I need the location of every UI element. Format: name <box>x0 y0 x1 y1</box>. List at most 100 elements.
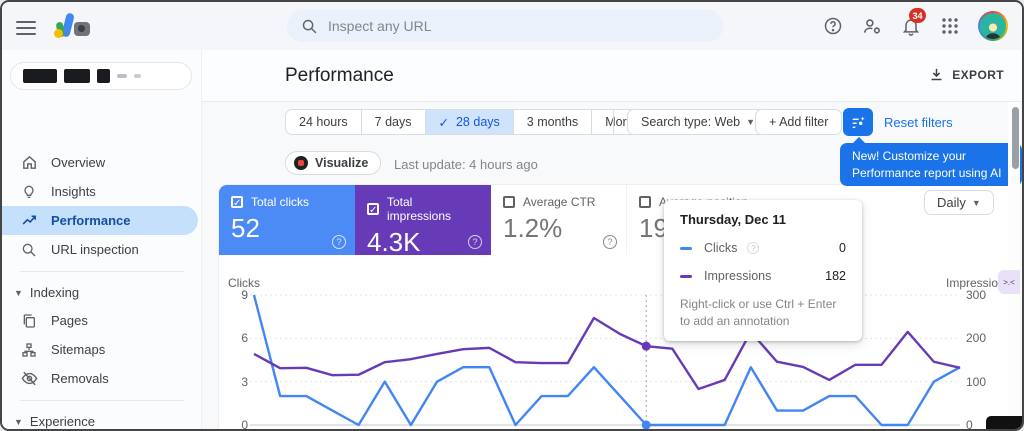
range-28-days[interactable]: ✓ 28 days <box>425 110 514 134</box>
help-icon[interactable] <box>822 15 844 37</box>
eye-off-icon <box>20 370 38 388</box>
checkbox-unchecked-icon[interactable] <box>503 196 515 208</box>
customize-report-ai-button[interactable] <box>843 108 873 136</box>
sidebar-item-performance[interactable]: Performance <box>2 206 198 235</box>
sidebar-item-label: Insights <box>51 184 96 199</box>
visualize-logo-icon <box>294 156 308 170</box>
tooltip-impressions-value: 182 <box>825 269 846 283</box>
check-icon: ✓ <box>438 115 449 130</box>
sidebar-item-label: Overview <box>51 155 106 170</box>
left-axis-title: Clicks <box>228 276 260 290</box>
pages-icon <box>20 312 38 330</box>
sidebar-item-label: URL inspection <box>51 242 139 257</box>
sitemap-tree-icon <box>20 341 38 359</box>
filter-divider <box>613 109 614 135</box>
sidebar-item-insights[interactable]: Insights <box>2 177 202 206</box>
sidebar-section-indexing[interactable]: ▼ Indexing <box>2 279 202 306</box>
account-avatar[interactable] <box>978 11 1008 41</box>
search-console-logo[interactable] <box>54 10 104 42</box>
visualize-button[interactable]: Visualize <box>285 151 382 175</box>
user-settings-icon[interactable] <box>861 15 883 37</box>
annotation-hint-text: Right-click or use Ctrl + Enter to add a… <box>680 297 837 328</box>
top-app-bar: Inspect any URL 34 <box>2 2 1022 50</box>
sidebar-item-label: Removals <box>51 371 109 386</box>
section-label: Indexing <box>29 285 80 300</box>
collapse-triangle-icon: ▼ <box>14 416 23 427</box>
date-range-segmented-control: 24 hours 7 days ✓ 28 days 3 months More▼ <box>285 109 663 135</box>
scrollbar-track[interactable] <box>1008 102 1020 429</box>
help-circle-icon[interactable]: ? <box>603 235 617 249</box>
sidebar-item-label: Pages <box>51 313 88 328</box>
metric-value: 4.3K <box>367 227 421 257</box>
metric-label: Total impressions <box>387 195 452 223</box>
impressions-series-swatch <box>680 274 692 278</box>
sidebar-item-overview[interactable]: Overview <box>2 148 202 177</box>
last-update-text: Last update: 4 hours ago <box>394 157 538 172</box>
add-filter-button[interactable]: + Add filter <box>755 109 843 135</box>
magnifier-icon <box>20 241 38 259</box>
menu-icon[interactable] <box>16 17 36 35</box>
page-header: Performance EXPORT <box>202 50 1022 102</box>
metric-label: Total clicks <box>251 195 310 209</box>
notifications-bell-icon[interactable]: 34 <box>900 8 926 37</box>
range-24-hours[interactable]: 24 hours <box>286 110 362 134</box>
checkbox-unchecked-icon[interactable] <box>639 196 651 208</box>
ai-feature-banner[interactable]: New! Customize your Performance report u… <box>840 137 1022 186</box>
screen-corner-overlay <box>986 416 1022 429</box>
clicks-series-swatch <box>680 246 692 250</box>
search-icon <box>301 18 318 35</box>
help-circle-icon: ? <box>747 242 760 254</box>
help-circle-icon[interactable]: ? <box>332 235 346 249</box>
section-label: Experience <box>29 414 95 429</box>
trending-up-icon <box>20 212 38 230</box>
right-axis-title: Impressions <box>946 276 1011 290</box>
checkbox-checked-icon[interactable]: ✓ <box>231 196 243 209</box>
sidebar-divider <box>20 400 184 401</box>
banner-line1: New! Customize your <box>852 149 967 163</box>
chevron-down-icon: ▼ <box>746 117 756 127</box>
redacted-property-text <box>23 69 57 83</box>
tooltip-clicks-value: 0 <box>839 241 846 255</box>
metric-value: 1.2% <box>503 213 563 243</box>
range-3-months[interactable]: 3 months <box>514 110 593 134</box>
page-title: Performance <box>285 65 394 86</box>
sidebar-section-experience[interactable]: ▼ Experience <box>2 408 202 429</box>
download-icon <box>929 67 944 82</box>
property-selector[interactable] <box>10 62 192 90</box>
reset-filters-link[interactable]: Reset filters <box>884 115 953 130</box>
scrollbar-thumb[interactable] <box>1012 107 1019 169</box>
tooltip-row-impressions: Impressions 182 <box>680 269 846 283</box>
metric-card-total-clicks[interactable]: ✓ Total clicks 52 ? <box>219 185 355 255</box>
search-placeholder: Inspect any URL <box>328 18 432 34</box>
chart-hover-tooltip: Thursday, Dec 11 Clicks ? 0 Impressions … <box>664 200 862 341</box>
metric-value: 52 <box>231 213 260 243</box>
export-label: EXPORT <box>952 67 1004 82</box>
lightbulb-icon <box>20 183 38 201</box>
sidebar-item-sitemaps[interactable]: Sitemaps <box>2 335 202 364</box>
sidebar-item-url-inspection[interactable]: URL inspection <box>2 235 202 264</box>
metric-card-average-ctr[interactable]: Average CTR 1.2% ? <box>491 185 627 255</box>
visualize-label: Visualize <box>315 156 369 170</box>
export-button[interactable]: EXPORT <box>929 67 1004 82</box>
sidebar-item-label: Performance <box>51 213 131 228</box>
sidebar-divider <box>20 271 184 272</box>
metric-card-total-impressions[interactable]: ✓ Total impressions 4.3K ? <box>355 185 491 257</box>
tooltip-date: Thursday, Dec 11 <box>680 212 786 227</box>
sidebar-item-removals[interactable]: Removals <box>2 364 202 393</box>
home-icon <box>20 154 38 172</box>
google-apps-grid-icon[interactable] <box>939 15 961 37</box>
checkbox-checked-icon[interactable]: ✓ <box>367 203 379 216</box>
range-7-days[interactable]: 7 days <box>362 110 426 134</box>
chevron-down-icon: ▼ <box>971 197 981 208</box>
sidebar-item-pages[interactable]: Pages <box>2 306 202 335</box>
metric-label: Average CTR <box>523 195 596 209</box>
banner-line2: Performance report using AI <box>852 166 1002 180</box>
search-type-dropdown[interactable]: Search type: Web ▼ <box>627 109 770 135</box>
granularity-dropdown[interactable]: Daily ▼ <box>924 190 994 215</box>
url-inspect-search-input[interactable]: Inspect any URL <box>287 10 723 42</box>
help-circle-icon[interactable]: ? <box>468 235 482 249</box>
collapse-triangle-icon: ▼ <box>14 287 23 298</box>
sidebar-item-label: Sitemaps <box>51 342 106 357</box>
collapse-widget-icon[interactable]: >.< <box>998 270 1020 294</box>
sidebar: Overview Insights Performance URL inspec… <box>2 50 202 429</box>
